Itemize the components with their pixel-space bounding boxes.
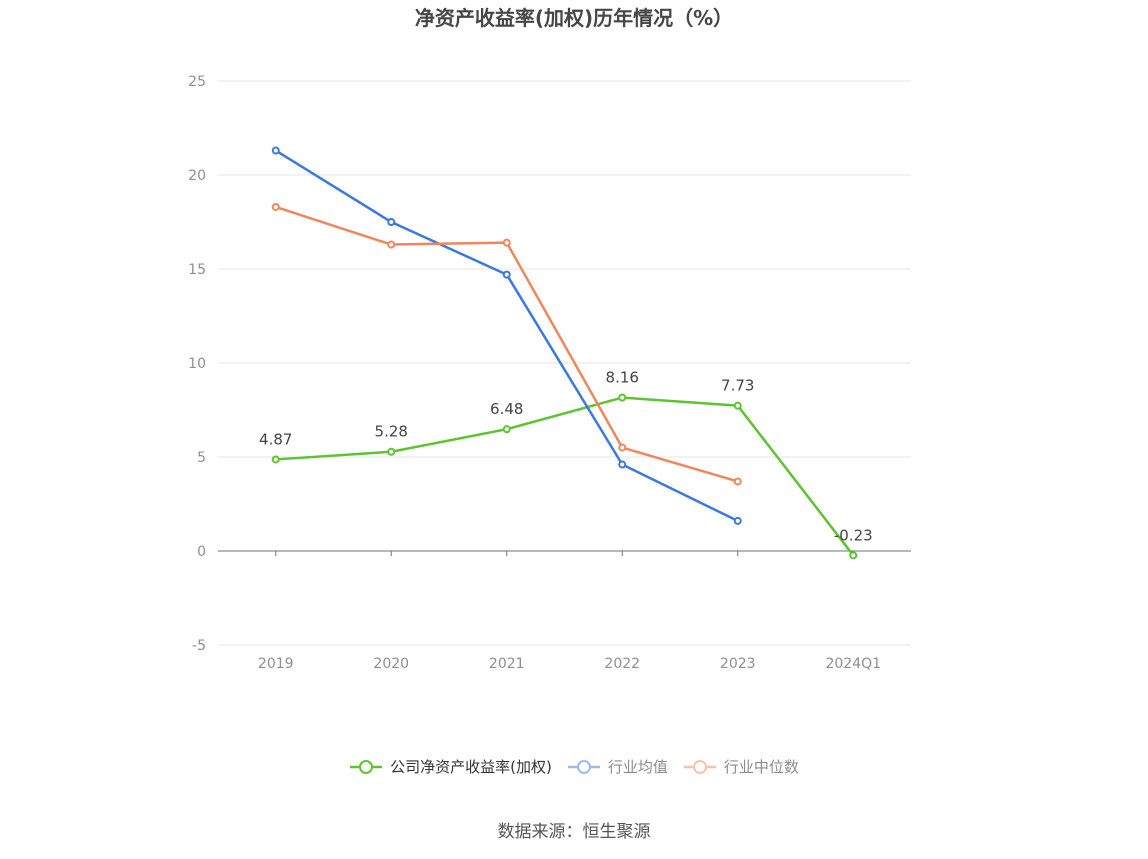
legend-line-circle-icon bbox=[683, 760, 716, 774]
y-tick-label: -5 bbox=[192, 638, 206, 654]
legend-label-company-roe: 公司净资产收益率(加权) bbox=[390, 758, 552, 776]
grid-lines bbox=[218, 80, 911, 646]
chart-title: 净资产收益率(加权)历年情况（%） bbox=[414, 6, 734, 30]
data-point[interactable] bbox=[271, 202, 280, 211]
data-point[interactable] bbox=[733, 516, 742, 525]
data-point[interactable] bbox=[271, 146, 280, 155]
data-point[interactable] bbox=[618, 443, 627, 452]
legend-line-circle-icon bbox=[567, 760, 600, 774]
data-point[interactable] bbox=[271, 455, 280, 464]
legend-item-industry-mean[interactable]: 行业均值 bbox=[567, 756, 668, 778]
series-0: 4.87 5.28 6.48 8.16 7.73 -0.23 bbox=[259, 369, 873, 560]
series-line bbox=[275, 149, 739, 523]
data-point[interactable] bbox=[733, 401, 742, 410]
series-2 bbox=[271, 202, 742, 486]
data-label: 7.73 bbox=[721, 377, 754, 395]
series-line bbox=[275, 396, 855, 557]
y-tick-label: 0 bbox=[197, 544, 206, 560]
data-label: 6.48 bbox=[490, 400, 523, 418]
y-tick-label: 20 bbox=[188, 168, 206, 184]
x-tick-label: 2021 bbox=[489, 656, 525, 672]
data-point[interactable] bbox=[502, 270, 511, 279]
data-point[interactable] bbox=[618, 460, 627, 469]
legend-item-company-roe[interactable]: 公司净资产收益率(加权) bbox=[349, 756, 552, 778]
data-label: 8.16 bbox=[606, 369, 639, 387]
legend-line-circle-icon bbox=[350, 760, 383, 774]
y-tick-label: 10 bbox=[188, 356, 206, 372]
data-point[interactable] bbox=[502, 425, 511, 434]
x-tick-label: 2020 bbox=[373, 656, 409, 672]
data-point[interactable] bbox=[387, 240, 396, 249]
data-label: 5.28 bbox=[375, 423, 408, 441]
legend-label-industry-mean: 行业均值 bbox=[607, 758, 668, 776]
data-point[interactable] bbox=[502, 238, 511, 247]
data-label: -0.23 bbox=[834, 526, 873, 544]
data-point[interactable] bbox=[618, 393, 627, 402]
x-tick-label: 2024Q1 bbox=[825, 656, 881, 672]
data-point[interactable] bbox=[733, 477, 742, 486]
data-label: 4.87 bbox=[259, 430, 292, 448]
legend-item-industry-median[interactable]: 行业中位数 bbox=[683, 756, 799, 778]
x-tick-label: 2022 bbox=[604, 656, 640, 672]
data-point[interactable] bbox=[387, 218, 396, 226]
x-tick-label: 2023 bbox=[720, 656, 756, 672]
legend: 公司净资产收益率(加权) 行业均值 行业中位数 bbox=[0, 756, 1148, 778]
series-line bbox=[275, 205, 739, 483]
legend-label-industry-median: 行业中位数 bbox=[723, 758, 799, 776]
series-1 bbox=[271, 146, 742, 525]
data-point[interactable] bbox=[387, 447, 396, 456]
y-tick-label: 15 bbox=[188, 262, 206, 278]
y-tick-label: 25 bbox=[188, 74, 206, 90]
x-tick-label: 2019 bbox=[258, 656, 294, 672]
data-point[interactable] bbox=[849, 551, 858, 560]
y-tick-label: 5 bbox=[197, 450, 206, 466]
data-source-note: 数据来源：恒生聚源 bbox=[497, 822, 651, 842]
